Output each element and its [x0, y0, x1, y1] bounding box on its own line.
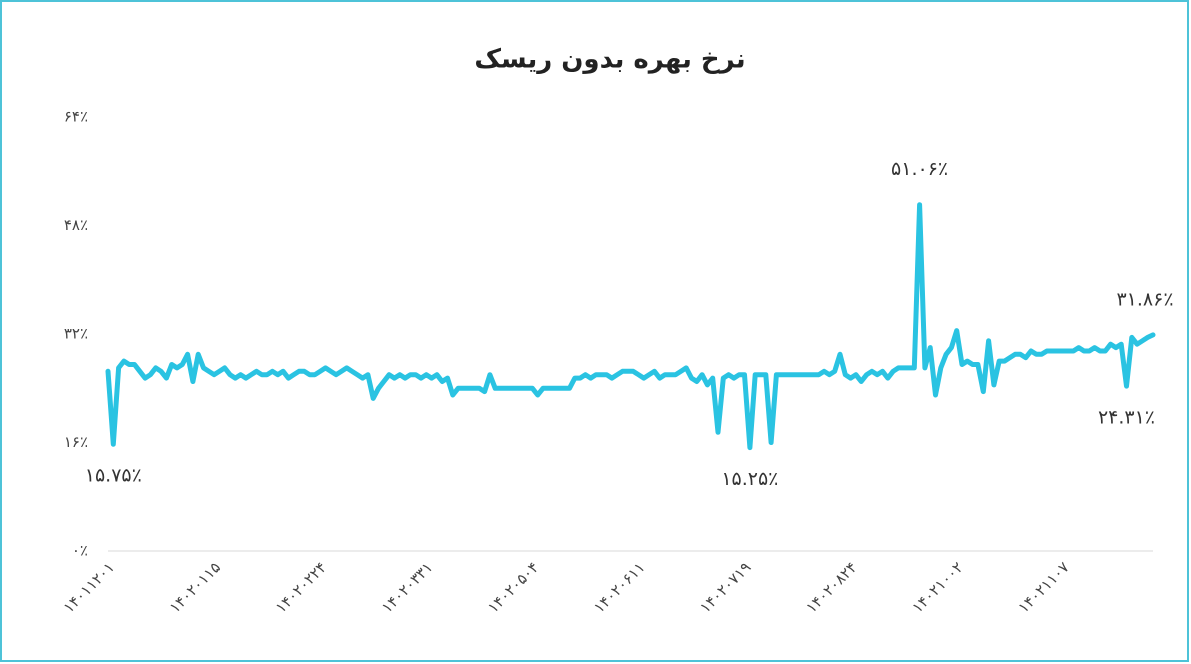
data-label: ۵۱.۰۶٪: [891, 158, 948, 180]
y-tick-label: ۱۶٪: [64, 433, 88, 451]
data-label: ۳۱.۸۶٪: [1116, 288, 1173, 310]
y-tick-label: ۰٪: [72, 542, 88, 560]
chart-title: نرخ بهره بدون ریسک: [474, 45, 745, 75]
data-label: ۱۵.۷۵٪: [85, 465, 142, 487]
y-tick-label: ۳۲٪: [64, 325, 88, 343]
data-label: ۱۵.۲۵٪: [721, 468, 778, 490]
y-tick-label: ۴۸٪: [64, 216, 88, 234]
line: [105, 202, 1156, 451]
data-label: ۲۴.۳۱٪: [1098, 407, 1155, 429]
y-tick-label: ۶۴٪: [64, 108, 88, 126]
